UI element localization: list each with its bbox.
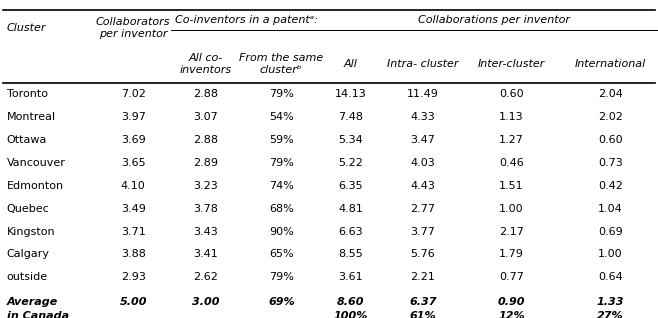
Text: 4.33: 4.33 [411,112,435,122]
Text: 1.27: 1.27 [499,135,524,145]
Text: 7.48: 7.48 [338,112,363,122]
Text: 0.60: 0.60 [598,135,622,145]
Text: Calgary: Calgary [7,249,49,259]
Text: 0.60: 0.60 [499,89,524,99]
Text: 4.03: 4.03 [411,158,435,168]
Text: 8.55: 8.55 [338,249,363,259]
Text: 6.63: 6.63 [338,226,363,237]
Text: 5.76: 5.76 [411,249,435,259]
Text: 3.23: 3.23 [193,181,218,191]
Text: 11.49: 11.49 [407,89,439,99]
Text: 0.73: 0.73 [598,158,622,168]
Text: All co-
inventors: All co- inventors [180,53,232,75]
Text: 0.69: 0.69 [598,226,622,237]
Text: Intra- cluster: Intra- cluster [387,59,459,69]
Text: in Canada: in Canada [7,311,68,318]
Text: 2.04: 2.04 [598,89,622,99]
Text: 5.22: 5.22 [338,158,363,168]
Text: Toronto: Toronto [7,89,47,99]
Text: 54%: 54% [269,112,293,122]
Text: Edmonton: Edmonton [7,181,64,191]
Text: 1.79: 1.79 [499,249,524,259]
Text: 12%: 12% [498,311,525,318]
Text: 1.33: 1.33 [597,297,624,308]
Text: Co-inventors in a patentᵃ:: Co-inventors in a patentᵃ: [175,15,318,25]
Text: 1.00: 1.00 [499,204,524,214]
Text: International: International [574,59,646,69]
Text: Collaborations per inventor: Collaborations per inventor [417,15,570,25]
Text: 0.77: 0.77 [499,272,524,282]
Text: 27%: 27% [597,311,624,318]
Text: 3.97: 3.97 [121,112,145,122]
Text: 0.64: 0.64 [598,272,622,282]
Text: 3.41: 3.41 [193,249,218,259]
Text: 2.89: 2.89 [193,158,218,168]
Text: 3.43: 3.43 [193,226,218,237]
Text: 100%: 100% [333,311,368,318]
Text: 3.00: 3.00 [192,297,219,308]
Text: Quebec: Quebec [7,204,49,214]
Text: 5.00: 5.00 [120,297,147,308]
Text: Montreal: Montreal [7,112,56,122]
Text: Collaborators
per inventor: Collaborators per inventor [96,17,170,39]
Text: 3.49: 3.49 [121,204,145,214]
Text: 65%: 65% [269,249,293,259]
Text: From the same
clusterᵇ: From the same clusterᵇ [239,53,324,75]
Text: Ottawa: Ottawa [7,135,47,145]
Text: 2.93: 2.93 [121,272,145,282]
Text: 2.17: 2.17 [499,226,524,237]
Text: outside: outside [7,272,47,282]
Text: 2.62: 2.62 [193,272,218,282]
Text: 0.42: 0.42 [598,181,622,191]
Text: 8.60: 8.60 [337,297,364,308]
Text: 3.78: 3.78 [193,204,218,214]
Text: 3.65: 3.65 [121,158,145,168]
Text: 14.13: 14.13 [334,89,367,99]
Text: 68%: 68% [269,204,293,214]
Text: 3.07: 3.07 [193,112,218,122]
Text: All: All [343,59,357,69]
Text: 2.88: 2.88 [193,135,218,145]
Text: Cluster: Cluster [7,23,46,33]
Text: 3.47: 3.47 [411,135,435,145]
Text: 0.46: 0.46 [499,158,524,168]
Text: 5.34: 5.34 [338,135,363,145]
Text: 4.10: 4.10 [121,181,145,191]
Text: 61%: 61% [409,311,436,318]
Text: 1.13: 1.13 [499,112,524,122]
Text: 69%: 69% [268,297,295,308]
Text: 79%: 79% [269,158,293,168]
Text: 2.02: 2.02 [598,112,622,122]
Text: 2.88: 2.88 [193,89,218,99]
Text: 0.90: 0.90 [498,297,525,308]
Text: 6.37: 6.37 [409,297,436,308]
Text: 3.61: 3.61 [338,272,363,282]
Text: 3.69: 3.69 [121,135,145,145]
Text: 4.81: 4.81 [338,204,363,214]
Text: 74%: 74% [269,181,293,191]
Text: 90%: 90% [269,226,293,237]
Text: 1.51: 1.51 [499,181,524,191]
Text: 3.71: 3.71 [121,226,145,237]
Text: 1.04: 1.04 [598,204,622,214]
Text: 79%: 79% [269,272,293,282]
Text: 3.77: 3.77 [411,226,435,237]
Text: 1.00: 1.00 [598,249,622,259]
Text: 2.21: 2.21 [411,272,435,282]
Text: 6.35: 6.35 [338,181,363,191]
Text: Vancouver: Vancouver [7,158,65,168]
Text: Kingston: Kingston [7,226,55,237]
Text: 79%: 79% [269,89,293,99]
Text: 3.88: 3.88 [121,249,145,259]
Text: 59%: 59% [269,135,293,145]
Text: 7.02: 7.02 [121,89,145,99]
Text: Inter-cluster: Inter-cluster [478,59,545,69]
Text: Average: Average [7,297,58,308]
Text: 4.43: 4.43 [411,181,435,191]
Text: 2.77: 2.77 [411,204,435,214]
